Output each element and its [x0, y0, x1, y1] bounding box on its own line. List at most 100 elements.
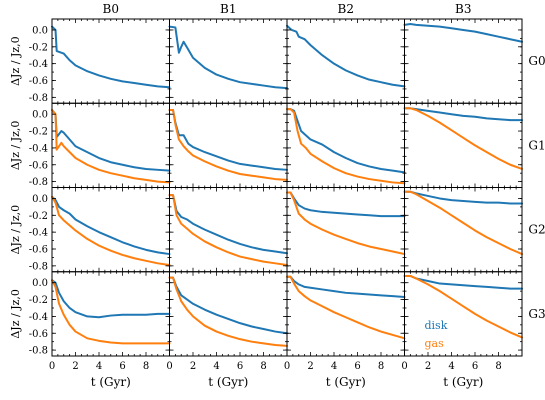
y-tick-label: -0.8: [29, 177, 48, 188]
disk-line-g2-b2: [286, 191, 406, 218]
y-tick-label: -0.6: [29, 245, 48, 256]
x-tick-label: 2: [190, 361, 196, 372]
x-tick-label: 0: [284, 361, 290, 372]
panel-g2-b0: [51, 187, 171, 273]
gas-line-g2-b3: [403, 190, 523, 256]
x-tick-label: 8: [143, 361, 149, 372]
x-tick-label: 4: [448, 361, 454, 372]
y-tick-label: -0.6: [29, 76, 48, 87]
x-tick-label: 6: [354, 361, 360, 372]
panel-frame-g1-b0: [51, 102, 170, 188]
x-tick-label: 4: [331, 361, 337, 372]
x-tick-label: 2: [72, 361, 78, 372]
disk-line-g1-b0: [51, 108, 171, 172]
disk-line-g1-b3: [403, 107, 523, 122]
y-tick-label: 0.0: [32, 110, 48, 121]
x-tick-label: 0: [166, 361, 172, 372]
gas-line-g1-b0: [51, 108, 171, 184]
y-tick-label: -0.2: [29, 211, 48, 222]
x-tick-label: 2: [307, 361, 313, 372]
disk-line-g0-b2: [286, 24, 406, 88]
panel-frame-g0-b1: [169, 18, 288, 104]
panel-frame-g3-b3: [404, 271, 523, 357]
row-label-g0: G0: [528, 54, 545, 68]
panel-frame-g0-b3: [404, 18, 523, 104]
panel-frame-g3-b2: [286, 271, 405, 357]
x-tick-label: 0: [49, 361, 55, 372]
x-axis-label: t (Gyr): [91, 375, 131, 389]
x-tick-label: 8: [495, 361, 501, 372]
gas-line-g2-b2: [286, 191, 406, 256]
x-tick-label: 6: [472, 361, 478, 372]
y-axis-label: ΔJz / Jz,0: [9, 289, 22, 339]
x-tick-label: 4: [96, 361, 102, 372]
panel-g3-b2: [286, 271, 406, 357]
x-tick-label: 2: [425, 361, 431, 372]
panel-g3-b1: [168, 271, 288, 357]
y-tick-label: -0.2: [29, 42, 48, 53]
panel-g1-b2: [286, 102, 406, 188]
disk-line-g3-b0: [51, 279, 171, 319]
gas-line-g3-b3: [403, 274, 523, 339]
legend-label-disk: disk: [425, 319, 448, 332]
x-tick-label: 4: [213, 361, 219, 372]
y-tick-label: -0.2: [29, 295, 48, 306]
gas-line-g2-b0: [51, 195, 171, 267]
panel-g0-b0: [51, 18, 171, 104]
gas-line-g1-b2: [286, 108, 406, 185]
column-title-b1: B1: [220, 2, 236, 16]
disk-line-g1-b2: [286, 108, 406, 174]
panel-g3-b0: [51, 271, 171, 357]
y-tick-label: -0.2: [29, 127, 48, 138]
y-tick-label: -0.4: [29, 312, 48, 323]
y-axis-label: ΔJz / Jz,0: [9, 205, 22, 255]
column-title-b2: B2: [338, 2, 354, 16]
column-title-b3: B3: [455, 2, 471, 16]
row-label-g3: G3: [528, 307, 545, 321]
y-tick-label: -0.6: [29, 160, 48, 171]
y-tick-label: -0.6: [29, 329, 48, 340]
panel-frame-g0-b2: [286, 18, 405, 104]
disk-line-g0-b1: [168, 25, 288, 90]
panel-g1-b3: [403, 102, 523, 188]
gas-line-g3-b0: [51, 279, 171, 345]
y-tick-label: -0.8: [29, 261, 48, 272]
disk-line-g0-b3: [403, 23, 523, 43]
panel-g0-b1: [168, 18, 288, 104]
y-tick-label: -0.4: [29, 59, 48, 70]
panel-g3-b3: [403, 271, 523, 357]
x-tick-label: 6: [237, 361, 243, 372]
row-label-g1: G1: [528, 138, 545, 152]
disk-line-g3-b1: [168, 276, 288, 335]
x-axis-label: t (Gyr): [443, 375, 483, 389]
disk-line-g3-b2: [286, 275, 406, 299]
panel-g0-b3: [403, 18, 523, 104]
y-tick-label: 0.0: [32, 25, 48, 36]
panel-g0-b2: [286, 18, 406, 104]
x-tick-label: 6: [119, 361, 125, 372]
y-tick-label: -0.8: [29, 93, 48, 104]
gas-line-g3-b2: [286, 275, 406, 340]
x-axis-label: t (Gyr): [326, 375, 366, 389]
disk-line-g2-b1: [168, 194, 288, 255]
x-tick-label: 8: [378, 361, 384, 372]
legend-label-gas: gas: [425, 337, 445, 350]
panel-frame-g2-b2: [286, 187, 405, 273]
x-tick-label: 0: [401, 361, 407, 372]
panel-g2-b3: [403, 187, 523, 273]
y-tick-label: 0.0: [32, 278, 48, 289]
y-tick-label: -0.4: [29, 228, 48, 239]
panel-g2-b1: [168, 187, 288, 273]
panel-frame-g1-b1: [169, 102, 288, 188]
y-axis-label: ΔJz / Jz,0: [9, 36, 22, 86]
panel-g1-b0: [51, 102, 171, 188]
disk-line-g2-b0: [51, 195, 171, 256]
panel-frame-g2-b0: [51, 187, 170, 273]
disk-line-g0-b0: [51, 25, 171, 89]
y-tick-label: -0.4: [29, 143, 48, 154]
y-tick-label: -0.8: [29, 346, 48, 357]
disk-line-g1-b1: [168, 108, 288, 171]
column-title-b0: B0: [103, 2, 119, 16]
gas-line-g1-b3: [403, 107, 523, 170]
